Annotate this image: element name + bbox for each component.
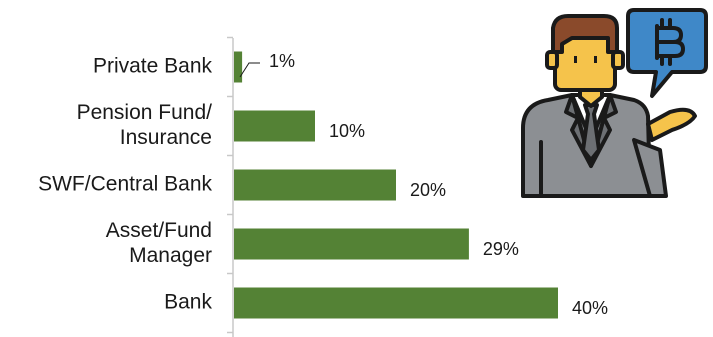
bars <box>234 51 558 319</box>
businessman-bitcoin-icon <box>521 8 708 198</box>
right-hand <box>646 107 697 142</box>
bar <box>234 51 243 83</box>
leader-line <box>239 62 260 78</box>
value-label: 10% <box>329 121 365 141</box>
labels: 1% Private Bank 10% Pension Fund/Insurance 2… <box>38 51 608 318</box>
left-ear <box>545 50 559 70</box>
value-label: 1% <box>269 51 295 71</box>
category-label: Bank <box>164 291 212 314</box>
category-label: Manager <box>129 244 212 267</box>
tie <box>581 103 601 162</box>
category-label: Insurance <box>120 126 212 149</box>
bar <box>234 110 315 142</box>
bar <box>234 228 469 260</box>
right-forearm <box>632 138 668 198</box>
left-eye <box>574 56 577 63</box>
hair <box>551 14 619 54</box>
category-label: Private Bank <box>93 55 213 78</box>
speech-bubble <box>626 8 708 98</box>
bar <box>234 169 396 201</box>
category-label: SWF/Central Bank <box>38 173 212 196</box>
right-eye <box>594 56 597 63</box>
value-label: 20% <box>410 180 446 200</box>
right-ear <box>611 50 625 70</box>
category-label: Asset/Fund <box>106 219 212 242</box>
value-label: 29% <box>483 239 519 259</box>
category-label: Pension Fund/ <box>77 101 213 124</box>
axis <box>227 36 234 337</box>
bar <box>234 287 558 319</box>
value-label: 40% <box>572 298 608 318</box>
bitcoin-icon <box>655 18 685 66</box>
